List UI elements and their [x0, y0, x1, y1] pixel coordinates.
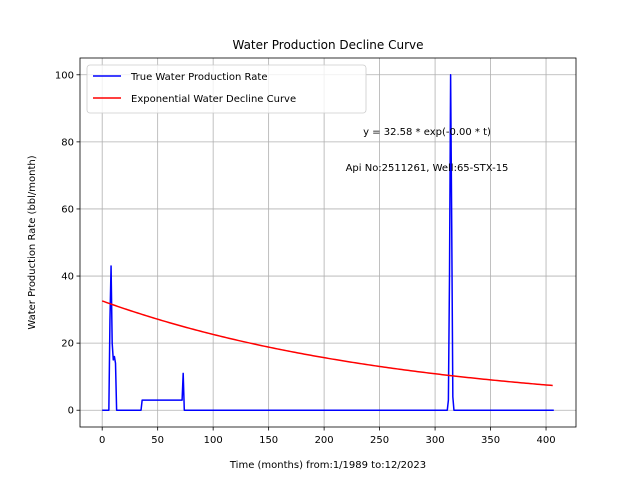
x-tick-label: 300	[426, 435, 445, 446]
x-tick-label: 350	[481, 435, 500, 446]
chart-title: Water Production Decline Curve	[232, 38, 423, 52]
y-tick-label: 40	[61, 272, 74, 283]
x-tick-label: 150	[259, 435, 278, 446]
series-line-true-rate	[102, 74, 554, 411]
legend-box	[86, 64, 367, 114]
legend-label-exponential: Exponential Water Decline Curve	[131, 94, 296, 105]
y-tick-label: 20	[61, 339, 74, 350]
well-annotation: Api No:2511261, Well:65-STX-15	[346, 163, 509, 174]
y-tick-label: 0	[68, 406, 74, 417]
axis-ticks: 0 50 100 150 200 250 300 350 400 0 20 40 60 80 100	[55, 70, 556, 446]
series-layer	[101, 74, 554, 411]
x-tick-label: 250	[370, 435, 389, 446]
y-tick-label: 80	[61, 137, 74, 148]
x-tick-label: 100	[204, 435, 223, 446]
y-axis-label: Water Production Rate (bbl/month)	[27, 155, 38, 329]
legend: True Water Production Rate Exponential W…	[86, 64, 367, 114]
x-tick-label: 200	[315, 435, 334, 446]
plot-frame	[79, 57, 577, 428]
y-tick-label: 100	[55, 70, 74, 81]
x-tick-label: 400	[536, 435, 555, 446]
equation-annotation: y = 32.58 * exp(-0.00 * t)	[363, 127, 491, 138]
x-tick-label: 50	[151, 435, 164, 446]
legend-label-true-rate: True Water Production Rate	[130, 72, 267, 83]
x-tick-label: 0	[99, 435, 105, 446]
y-tick-label: 60	[61, 204, 74, 215]
x-axis-label: Time (months) from:1/1989 to:12/2023	[229, 460, 426, 471]
series-line-exponential	[101, 300, 553, 387]
